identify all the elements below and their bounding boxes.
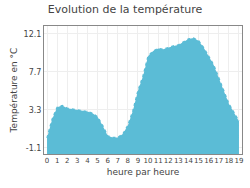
svg-text:18: 18 <box>224 157 233 165</box>
svg-text:19: 19 <box>235 157 244 165</box>
svg-text:7: 7 <box>116 157 120 165</box>
svg-text:4: 4 <box>85 157 90 165</box>
svg-text:6: 6 <box>105 157 110 165</box>
svg-text:0: 0 <box>45 157 49 165</box>
svg-text:1: 1 <box>55 157 59 165</box>
svg-text:2: 2 <box>65 157 69 165</box>
svg-text:14: 14 <box>184 157 193 165</box>
svg-text:9: 9 <box>136 157 140 165</box>
svg-text:17: 17 <box>214 157 223 165</box>
svg-text:3.3: 3.3 <box>29 106 42 115</box>
svg-text:15: 15 <box>194 157 203 165</box>
svg-text:12: 12 <box>164 157 173 165</box>
svg-text:Evolution de la température: Evolution de la température <box>48 3 203 16</box>
svg-text:-1.1: -1.1 <box>26 144 42 153</box>
svg-text:12.1: 12.1 <box>24 30 42 39</box>
svg-text:11: 11 <box>154 157 163 165</box>
svg-text:13: 13 <box>174 157 183 165</box>
svg-text:3: 3 <box>75 157 79 165</box>
svg-text:10: 10 <box>144 157 153 165</box>
svg-text:16: 16 <box>204 157 213 165</box>
svg-text:5: 5 <box>95 157 99 165</box>
svg-text:8: 8 <box>126 157 130 165</box>
svg-text:7.7: 7.7 <box>29 68 42 77</box>
svg-text:Température en °C: Température en °C <box>9 48 19 134</box>
svg-text:heure par heure: heure par heure <box>107 167 180 177</box>
